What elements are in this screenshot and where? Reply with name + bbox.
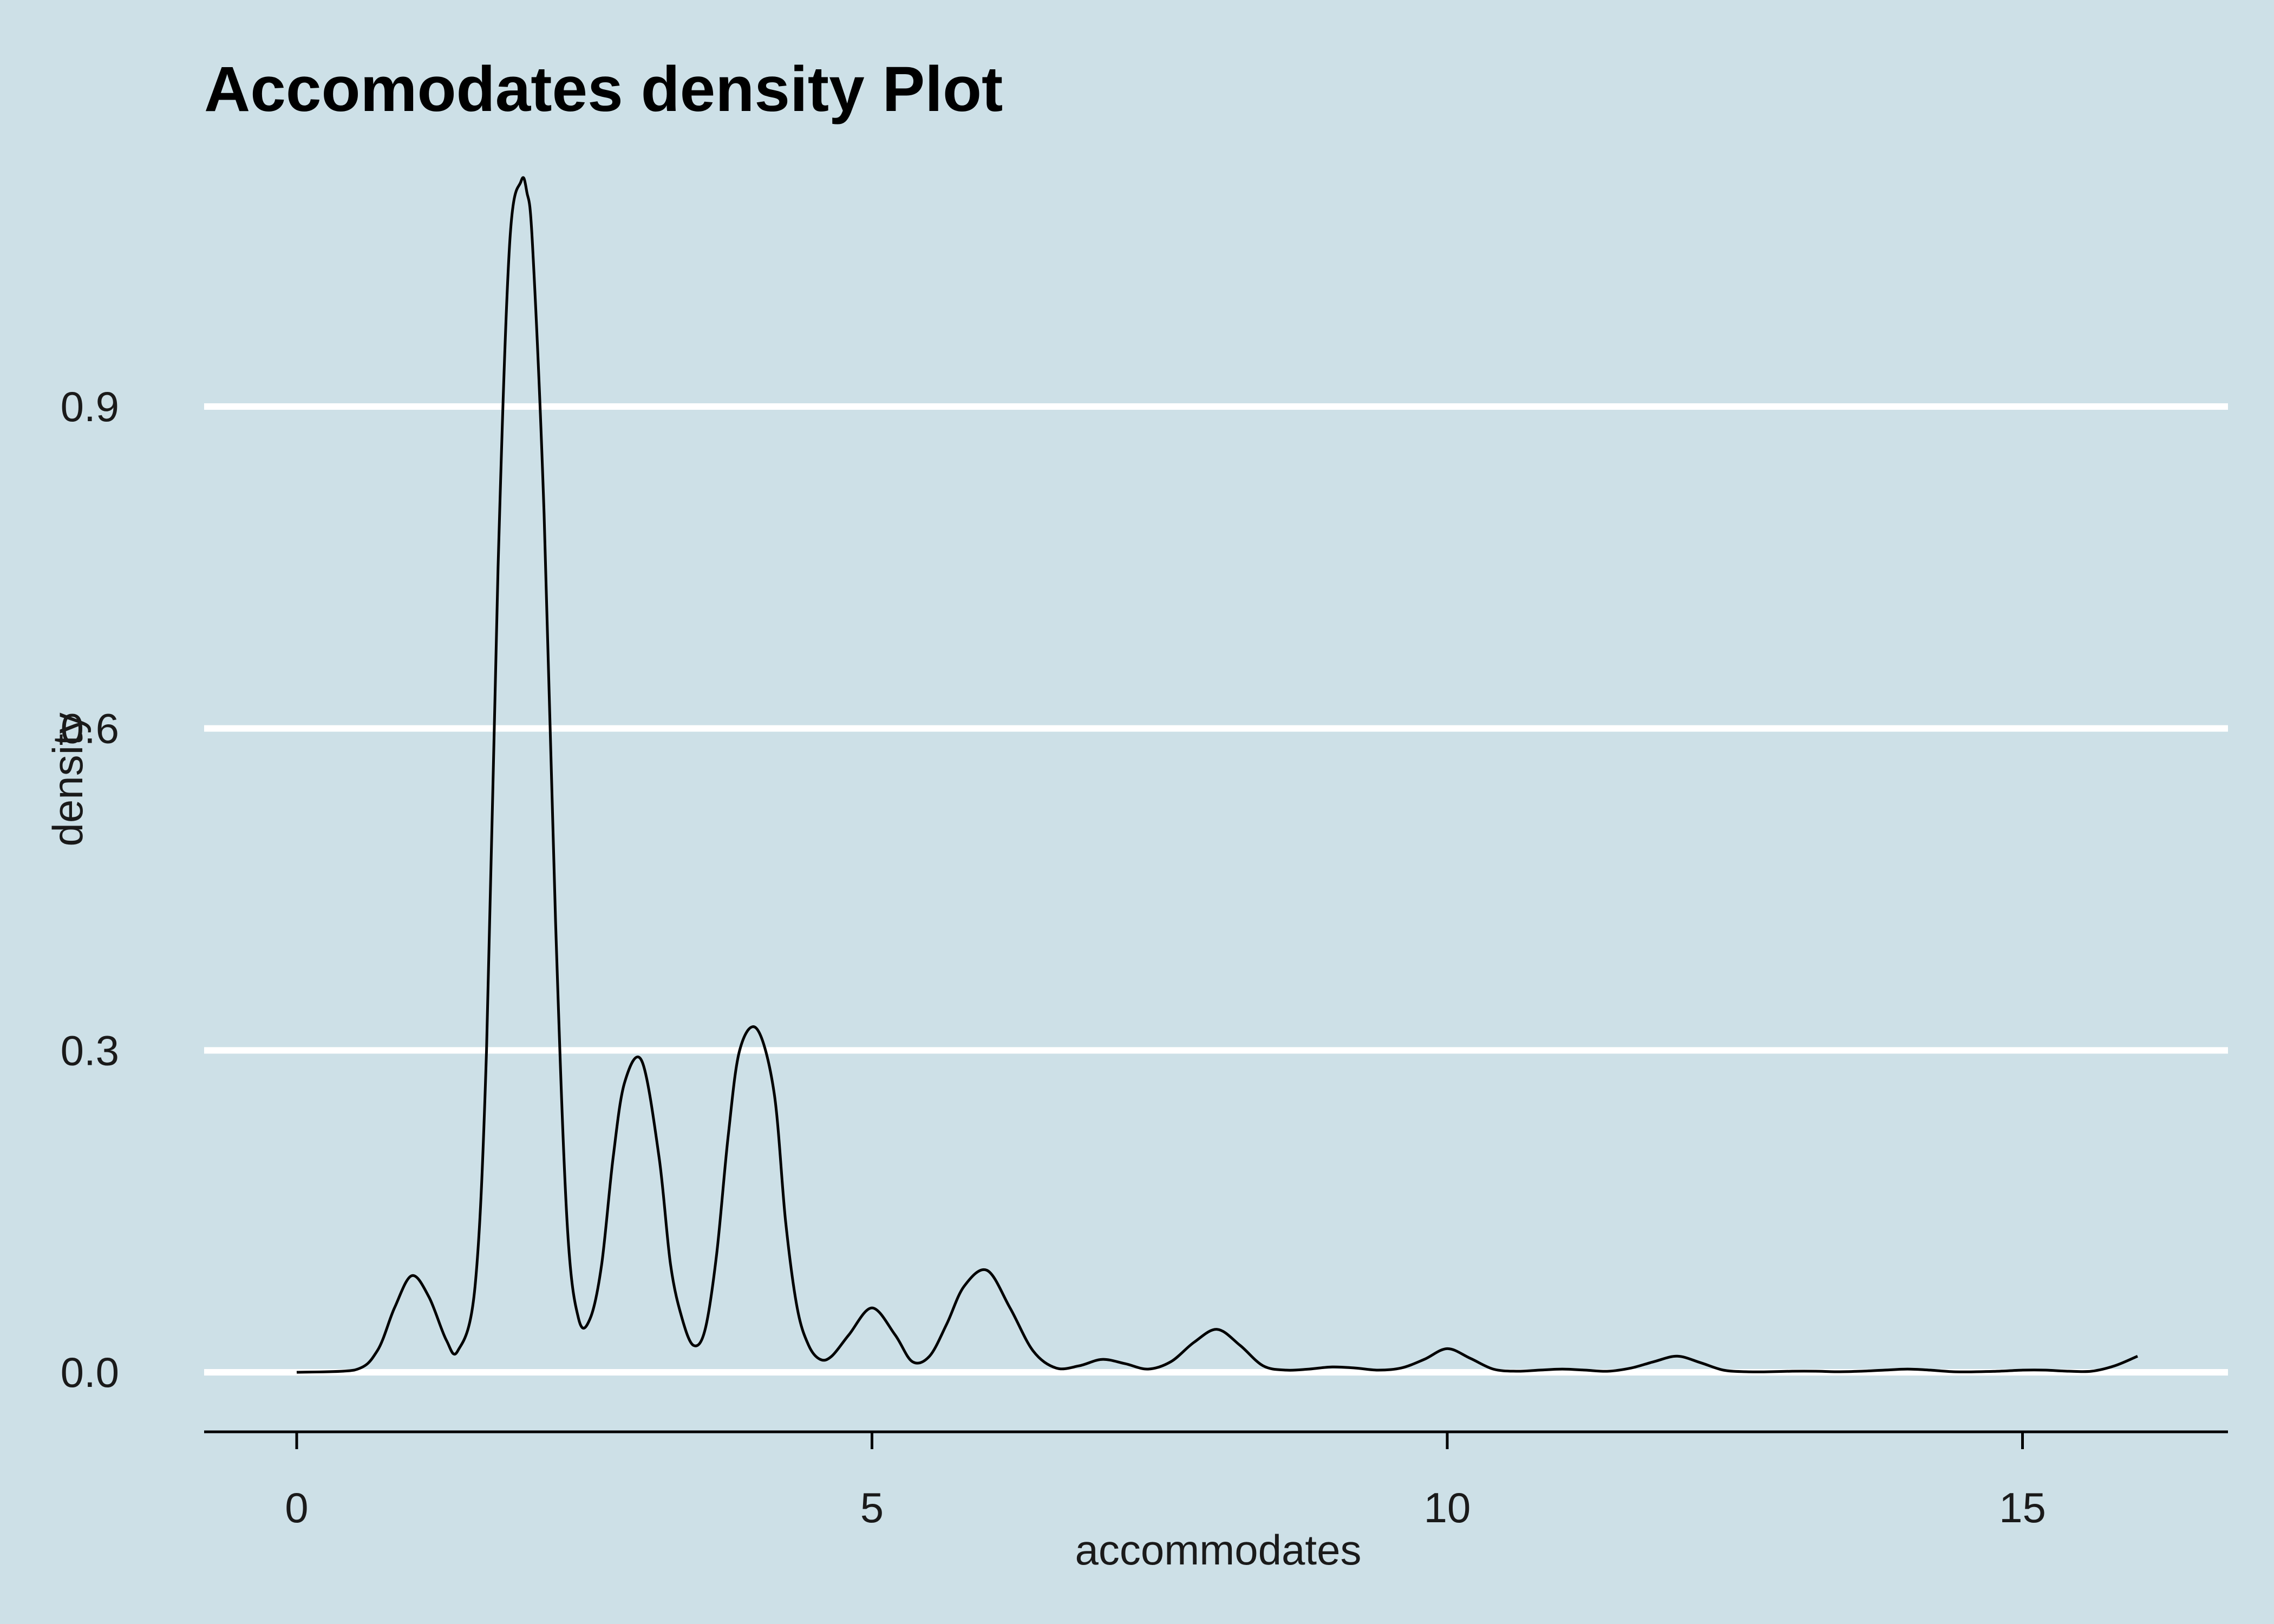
x-tick-label-0: 0 [285,1484,308,1531]
density-line [296,176,2138,1374]
x-tick-label-1: 5 [860,1484,884,1531]
y-tick-label-1: 0.3 [61,1026,119,1074]
x-tick-label-2: 10 [1424,1484,1471,1531]
y-tick-label-3: 0.9 [61,383,119,430]
y-axis-title: density [44,712,92,846]
x-axis: 0 5 10 15 [204,1430,2228,1531]
y-axis-tick-labels: 0.0 0.3 0.6 0.9 [61,383,119,1396]
x-axis-title: accommodates [1075,1526,1362,1574]
y-tick-label-2: 0.6 [61,705,119,752]
chart-title: Accomodates density Plot [204,54,1003,125]
density-series [296,176,2138,1374]
y-tick-label-0: 0.0 [61,1348,119,1396]
x-tick-label-3: 15 [1999,1484,2046,1531]
